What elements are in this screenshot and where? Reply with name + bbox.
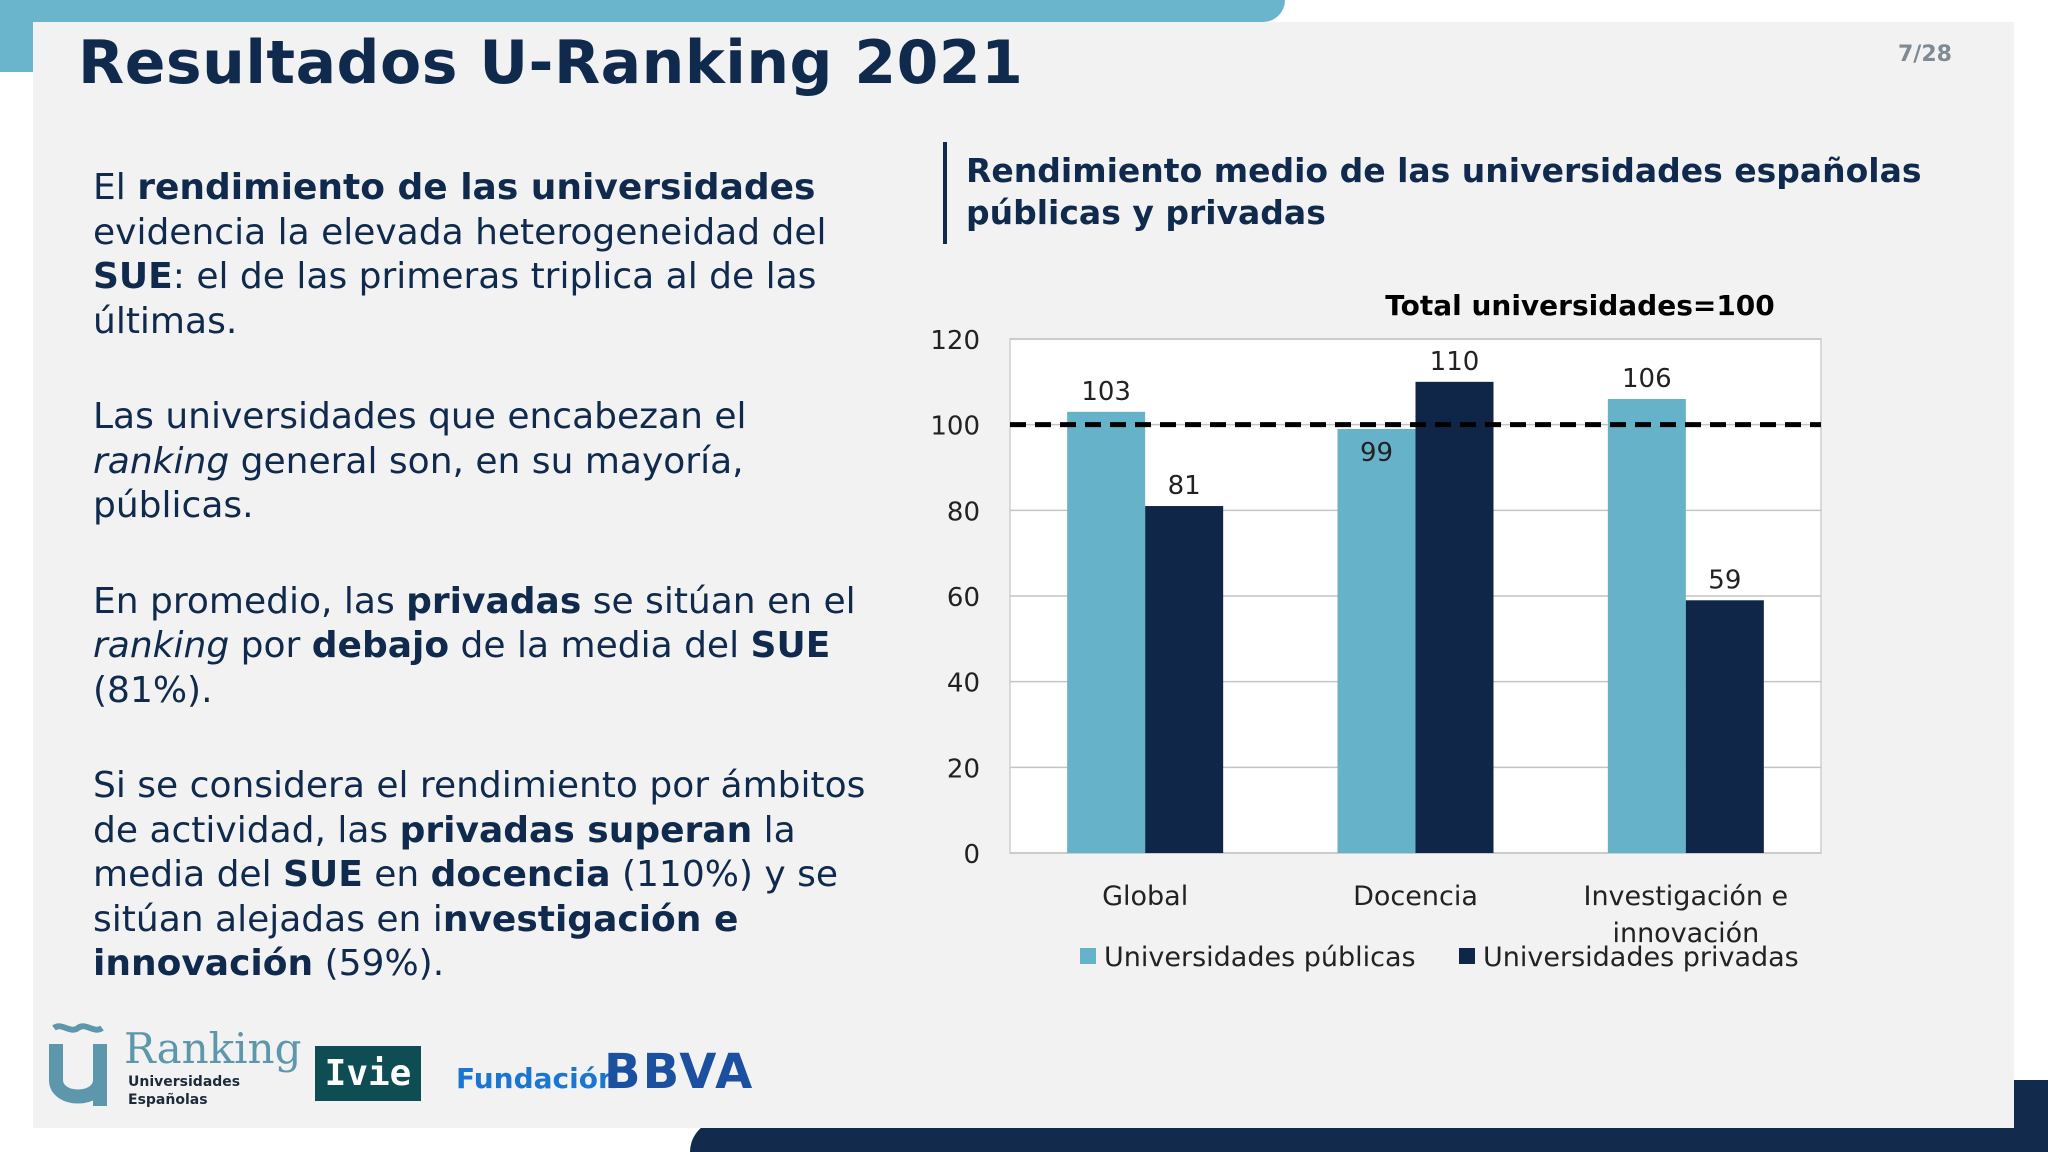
text-run: la media del	[93, 809, 796, 896]
text-run: docencia	[430, 854, 611, 895]
x-tick-label: Global	[1102, 881, 1188, 912]
data-label: 103	[1081, 377, 1131, 407]
text-run: rendimiento de las universidades	[137, 167, 816, 208]
chart-title: Total universidades=100	[1385, 289, 1775, 322]
text-run: debajo	[311, 625, 450, 666]
text-run: de la media del	[449, 625, 751, 666]
text-column: El rendimiento de las universidades evid…	[93, 166, 893, 987]
data-label: 81	[1168, 471, 1201, 501]
decor-top-bar	[0, 0, 1285, 22]
ivie-logo: Ivie	[315, 1046, 421, 1101]
text-run: (59%).	[313, 943, 445, 984]
text-run: se sitúan en el	[581, 580, 856, 622]
slide-title: Resultados U-Ranking 2021	[78, 28, 1024, 98]
text-run: general son, en su mayoría, públicas.	[93, 440, 744, 527]
text-run: SUE	[750, 625, 831, 666]
text-run: ranking	[93, 440, 230, 482]
legend-swatch	[1080, 948, 1096, 964]
text-run: SUE	[283, 854, 363, 895]
paragraph-1: El rendimiento de las universidades evid…	[93, 166, 893, 344]
text-run: : el de las primeras triplica al de las …	[93, 256, 817, 342]
text-run: privadas	[406, 580, 582, 622]
x-tick-line: Global	[1102, 881, 1188, 912]
page-number: 7/28	[1898, 42, 1952, 67]
bar	[1415, 381, 1494, 853]
y-tick-label: 100	[930, 412, 980, 442]
text-run: nvestigación e innovación	[93, 898, 739, 985]
x-tick-label: Investigación e innovación	[1583, 881, 1788, 949]
fundacion-logo-text: Fundación	[456, 1062, 618, 1095]
y-tick-label: 20	[947, 754, 980, 784]
ranking-logo-text: Ranking	[124, 1024, 302, 1073]
legend-label: Universidades privadas	[1483, 942, 1799, 973]
y-tick-label: 40	[947, 669, 980, 699]
text-run: El	[93, 167, 138, 208]
u-ranking-logo-icon	[49, 1023, 107, 1106]
paragraph-3: En promedio, las privadas se sitúan en e…	[93, 580, 893, 714]
chart-heading-rule	[943, 142, 947, 244]
bar	[1685, 600, 1764, 853]
text-run: Si se considera el rendimiento por ámbit…	[93, 765, 866, 851]
text-run: ranking	[93, 625, 230, 666]
decor-left-bar	[0, 0, 33, 72]
y-tick-label: 0	[963, 840, 980, 870]
x-tick-line: innovación	[1612, 918, 1759, 949]
x-tick-line: Docencia	[1353, 881, 1478, 912]
data-label: 110	[1430, 347, 1480, 377]
text-run: En promedio, las	[93, 580, 407, 622]
text-run: Las universidades que encabezan el	[93, 396, 747, 437]
bar	[1337, 428, 1416, 853]
bbva-logo: BBVA	[604, 1044, 755, 1100]
data-label: 106	[1622, 364, 1672, 394]
text-run: privadas superan	[399, 809, 753, 851]
text-run: por	[229, 625, 312, 666]
x-tick-line: Investigación e	[1583, 881, 1788, 912]
bar	[1607, 398, 1686, 853]
paragraph-4: Si se considera el rendimiento por ámbit…	[93, 764, 893, 987]
y-tick-label: 80	[947, 497, 980, 527]
text-run: (81%).	[93, 669, 213, 711]
y-tick-label: 120	[930, 326, 980, 356]
bar	[1067, 411, 1146, 853]
chart-heading: Rendimiento medio de las universidades e…	[966, 151, 1922, 232]
ranking-logo-subtitle: Universidades Españolas	[128, 1074, 241, 1108]
x-tick-label: Docencia	[1353, 881, 1478, 912]
data-label: 59	[1708, 565, 1741, 595]
text-run: SUE	[93, 256, 173, 297]
data-label: 99	[1360, 438, 1393, 468]
text-run: evidencia la elevada heterogeneidad del	[93, 211, 827, 253]
text-run: (110%) y se sitúan alejadas en i	[93, 854, 839, 940]
legend-label: Universidades públicas	[1104, 942, 1416, 973]
bar	[1145, 506, 1224, 853]
decor-right-bar	[2014, 1080, 2048, 1152]
y-tick-label: 60	[947, 583, 980, 613]
text-run: en	[362, 854, 431, 895]
legend-swatch	[1459, 948, 1475, 964]
paragraph-2: Las universidades que encabezan el ranki…	[93, 395, 893, 529]
